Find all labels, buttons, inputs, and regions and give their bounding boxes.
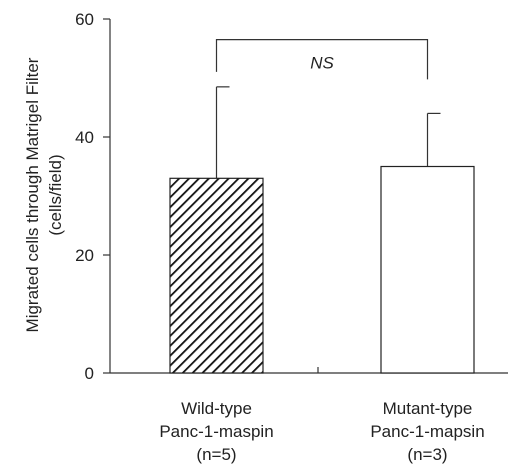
y-tick-label: 40 bbox=[75, 128, 94, 147]
y-tick-label: 60 bbox=[75, 10, 94, 29]
x-category-label: Panc-1-mapsin bbox=[370, 422, 484, 441]
bar-mutant-type bbox=[380, 165, 475, 374]
x-category-label: Wild-type bbox=[181, 399, 252, 418]
y-axis-title: Migrated cells through Matrigel Filter bbox=[23, 57, 42, 332]
x-category-label: (n=5) bbox=[196, 445, 236, 464]
bar-wild-type bbox=[169, 177, 264, 374]
y-tick-label: 0 bbox=[85, 364, 94, 383]
significance-label: NS bbox=[310, 54, 334, 73]
x-category-label: Mutant-type bbox=[383, 399, 473, 418]
y-tick-label: 20 bbox=[75, 246, 94, 265]
x-category-label: Panc-1-maspin bbox=[159, 422, 273, 441]
y-axis-unit: (cells/field) bbox=[46, 154, 65, 235]
x-category-label: (n=3) bbox=[407, 445, 447, 464]
significance-bracket bbox=[215, 39, 429, 80]
